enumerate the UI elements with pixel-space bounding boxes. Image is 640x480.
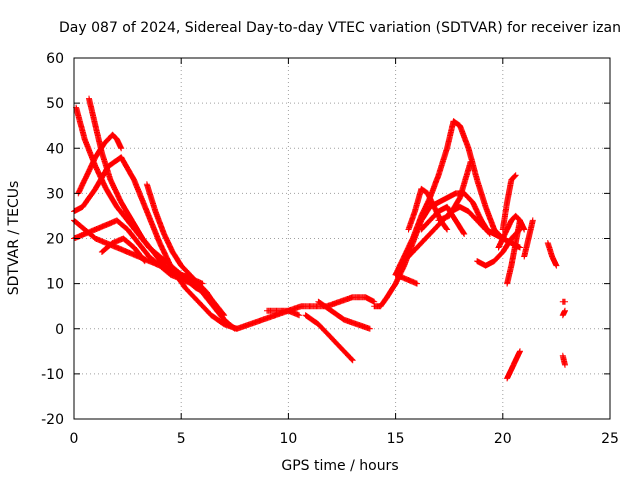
series-arc-22: [504, 217, 523, 287]
series-arc-18: [392, 271, 420, 287]
data-point-arc: [544, 240, 560, 269]
axis-ticks: 0 5 10 15 20 25 -20 -10 0 10 20 30 40 50 60: [41, 51, 619, 447]
series-arc-8: [98, 235, 148, 265]
y-tick-label: 40: [46, 141, 64, 157]
series-arc-7: [143, 181, 228, 323]
data-point-arc: [302, 312, 356, 364]
chart-title: Day 087 of 2024, Sidereal Day-to-day VTE…: [59, 20, 621, 36]
series-arc-25: [521, 217, 536, 260]
series-arc-27: [559, 298, 568, 305]
y-tick-label: 30: [46, 186, 64, 202]
series-arc-23: [499, 172, 519, 233]
data-point-arc: [504, 217, 523, 287]
data-point-arc: [315, 298, 373, 332]
x-axis-label: GPS time / hours: [281, 458, 398, 474]
data-point-arc: [559, 352, 568, 368]
y-tick-label: 0: [55, 322, 64, 338]
x-tick-label: 10: [279, 431, 297, 447]
series-arc-17: [418, 203, 468, 237]
series-arc-12: [315, 298, 373, 332]
series-arc-26: [544, 240, 560, 269]
data-point-arc: [98, 235, 148, 265]
data-point-arc: [499, 172, 519, 233]
x-tick-label: 5: [177, 431, 186, 447]
data-point-arc: [264, 307, 303, 319]
y-tick-label: -20: [41, 412, 64, 428]
grid: [74, 58, 610, 419]
x-tick-label: 15: [387, 431, 405, 447]
x-tick-label: 25: [601, 431, 619, 447]
data-point-arc: [143, 181, 228, 323]
y-axis-label: SDTVAR / TECUs: [6, 181, 22, 296]
y-tick-label: 50: [46, 96, 64, 112]
series-arc-11: [302, 312, 356, 364]
series-arc-10: [264, 307, 303, 319]
y-tick-label: 10: [46, 277, 64, 293]
series-arc-19: [435, 158, 474, 224]
x-tick-label: 20: [494, 431, 512, 447]
data-point-arc: [559, 307, 568, 319]
x-tick-label: 0: [70, 431, 79, 447]
data-point-arc: [418, 203, 468, 237]
y-tick-label: 60: [46, 51, 64, 67]
data-points: [71, 95, 568, 382]
data-point-arc: [521, 217, 536, 260]
series-arc-28: [559, 307, 568, 319]
data-point-arc: [435, 158, 474, 224]
data-point-arc: [559, 298, 568, 305]
data-point-arc: [504, 348, 523, 382]
y-tick-label: 20: [46, 232, 64, 248]
y-tick-label: -10: [41, 367, 64, 383]
data-point-arc: [392, 271, 420, 287]
series-arc-29: [559, 352, 568, 368]
series-arc-24: [504, 348, 523, 382]
